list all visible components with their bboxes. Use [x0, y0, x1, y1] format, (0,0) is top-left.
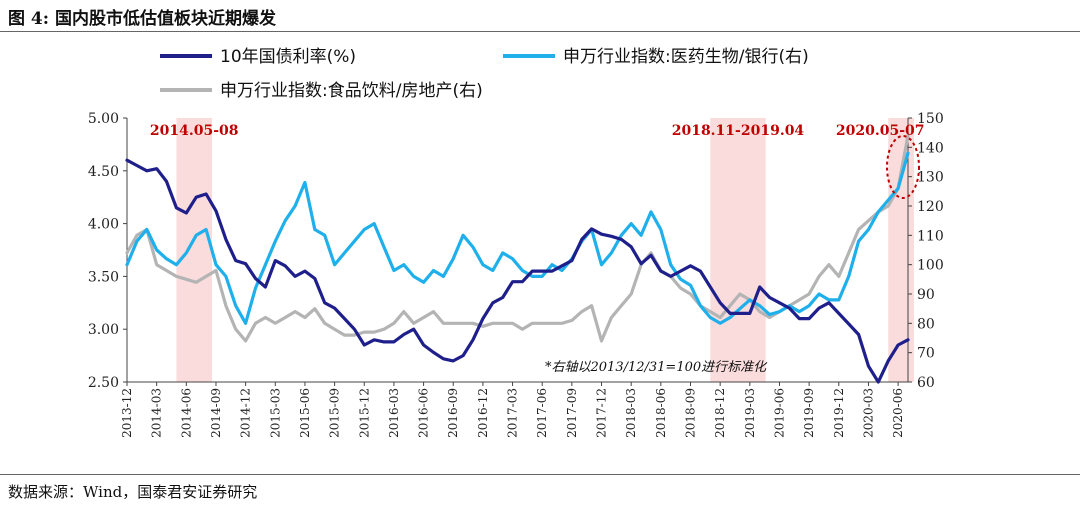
x-tick-label: 2020-03	[861, 388, 875, 438]
x-tick-label: 2018-03	[624, 388, 638, 438]
x-tick-label: 2019-06	[772, 388, 786, 438]
y-right-tick-label: 120	[917, 199, 944, 215]
x-tick-label: 2019-12	[832, 388, 846, 438]
highlight-label: 2014.05-08	[150, 123, 239, 139]
annotation-ellipse	[886, 135, 920, 199]
y-right-tick-label: 70	[917, 346, 935, 362]
y-left-tick-label: 2.50	[88, 375, 119, 391]
series-lines	[125, 134, 910, 384]
x-tick-label: 2017-12	[595, 388, 609, 438]
x-tick-label: 2017-09	[565, 388, 579, 438]
legend-label: 申万行业指数:食品饮料/房地产(右)	[220, 81, 483, 101]
x-tick-label: 2014-03	[150, 388, 164, 438]
highlight-labels: 2014.05-08 2018.11-2019.04 2020.05-07	[150, 123, 925, 139]
highlight-band	[888, 118, 914, 382]
x-tick-label: 2018-12	[713, 388, 727, 438]
x-tick-label: 2015-12	[357, 388, 371, 438]
x-tick-label: 2019-09	[802, 388, 816, 438]
x-tick-label: 2015-06	[298, 388, 312, 438]
bottom-rule	[0, 474, 1080, 475]
x-tick-label: 2013-12	[120, 388, 134, 438]
y-right-tick-label: 130	[917, 170, 944, 186]
x-tick-label: 2014-12	[239, 388, 253, 438]
legend: 10年国债利率(%) 申万行业指数:医药生物/银行(右) 申万行业指数:食品饮料/房…	[160, 47, 809, 101]
y-right-tick-label: 80	[917, 316, 935, 332]
y-left-tick-label: 4.50	[88, 164, 119, 180]
y-right-tick-label: 100	[917, 258, 944, 274]
x-tick-label: 2016-06	[417, 388, 431, 438]
line-chart: 2.50 3.00 3.50 4.00 4.50 5.00 60 70 80 90 100 110 12…	[88, 47, 944, 438]
x-tick-label: 2016-12	[476, 388, 490, 438]
y-right-tick-label: 60	[917, 375, 935, 391]
x-tick-label: 2017-03	[506, 388, 520, 438]
x-tick-label: 2020-06	[891, 388, 905, 438]
highlight-bands	[176, 118, 914, 382]
y-left-tick-label: 3.00	[88, 322, 119, 338]
y-right-tick-label: 150	[917, 111, 944, 127]
series-line-1	[125, 158, 910, 384]
x-tick-label: 2018-06	[654, 388, 668, 438]
source-note: 数据来源：Wind，国泰君安证券研究	[8, 483, 258, 501]
legend-label: 申万行业指数:医药生物/银行(右)	[563, 47, 809, 67]
y-right-tick-label: 140	[917, 140, 944, 156]
figure-title: 图 4: 国内股市低估值板块近期爆发	[8, 9, 276, 29]
top-rule	[0, 31, 1080, 32]
y-right-tick-label: 110	[917, 228, 944, 244]
x-tick-label: 2017-06	[535, 388, 549, 438]
y-left-tick-label: 3.50	[88, 269, 119, 285]
x-tick-label: 2018-09	[684, 388, 698, 438]
axis-note: *右轴以2013/12/31=100进行标准化	[545, 360, 768, 375]
x-tick-label: 2015-03	[268, 388, 282, 438]
x-tick-label: 2016-03	[387, 388, 401, 438]
axes: 2.50 3.00 3.50 4.00 4.50 5.00 60 70 80 90 100 110 12…	[88, 111, 944, 438]
highlight-band	[176, 118, 213, 382]
x-tick-label: 2019-03	[743, 388, 757, 438]
highlight-label: 2020.05-07	[836, 123, 925, 139]
y-left-tick-label: 5.00	[88, 111, 119, 127]
y-left-tick-label: 4.00	[88, 217, 119, 233]
series-line-2	[125, 151, 910, 325]
legend-label: 10年国债利率(%)	[220, 47, 356, 67]
highlight-band	[710, 118, 766, 382]
y-right-tick-label: 90	[917, 287, 935, 303]
x-tick-label: 2014-06	[179, 388, 193, 438]
x-tick-label: 2014-09	[209, 388, 223, 438]
x-tick-label: 2016-09	[446, 388, 460, 438]
highlight-label: 2018.11-2019.04	[672, 123, 805, 139]
x-tick-label: 2015-09	[328, 388, 342, 438]
